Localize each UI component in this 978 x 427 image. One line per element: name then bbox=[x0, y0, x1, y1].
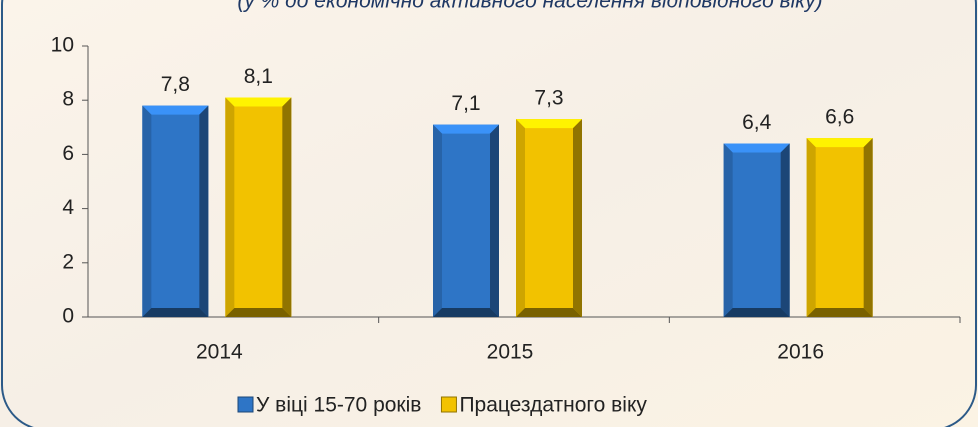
bar-face bbox=[225, 97, 292, 318]
x-tick-label: 2016 bbox=[777, 341, 824, 364]
x-tick-label: 2015 bbox=[487, 341, 534, 364]
legend-swatch bbox=[440, 396, 457, 413]
x-tick-label: 2014 bbox=[196, 341, 243, 364]
bar-face bbox=[225, 97, 235, 318]
bar bbox=[723, 143, 790, 317]
bar-face bbox=[780, 143, 790, 317]
value-label: 6,6 bbox=[825, 106, 854, 129]
bar-face bbox=[490, 124, 499, 317]
y-tick-label: 4 bbox=[62, 196, 74, 219]
bar-face bbox=[516, 119, 582, 129]
bar-face bbox=[199, 105, 209, 318]
bar-face bbox=[225, 308, 292, 317]
bar-face bbox=[723, 143, 733, 317]
bar-face bbox=[433, 308, 499, 317]
bar-face bbox=[806, 138, 873, 317]
bar-face bbox=[142, 105, 209, 115]
value-label: 7,1 bbox=[451, 92, 480, 115]
value-label: 7,8 bbox=[161, 73, 190, 96]
bar bbox=[433, 124, 499, 317]
bar-face bbox=[433, 124, 499, 134]
value-label: 7,3 bbox=[534, 87, 563, 110]
value-label: 6,4 bbox=[742, 111, 772, 134]
bar-face bbox=[516, 119, 525, 317]
bar-face bbox=[516, 119, 582, 317]
bar-face bbox=[723, 143, 790, 153]
bar bbox=[225, 97, 292, 318]
bar-face bbox=[806, 308, 873, 317]
y-tick-label: 0 bbox=[62, 305, 74, 328]
legend-label: У віці 15-70 років bbox=[256, 394, 421, 417]
bar-face bbox=[516, 308, 582, 317]
bar-face bbox=[225, 97, 292, 107]
bar-face bbox=[142, 105, 209, 318]
bar-face bbox=[433, 124, 499, 317]
bar-face bbox=[806, 138, 873, 148]
bar-face bbox=[806, 138, 816, 317]
bar bbox=[806, 138, 873, 317]
bar-face bbox=[573, 119, 582, 317]
legend-label: Працездатного віку bbox=[459, 394, 647, 417]
bar bbox=[516, 119, 582, 317]
bar-face bbox=[723, 143, 790, 317]
value-label: 8,1 bbox=[244, 65, 273, 88]
bar-face bbox=[142, 105, 152, 318]
y-tick-label: 8 bbox=[62, 88, 74, 111]
y-tick-label: 6 bbox=[62, 142, 74, 165]
chart-subtitle: (у % до економічно активного населення в… bbox=[237, 0, 822, 13]
bar bbox=[142, 105, 209, 318]
y-tick-label: 10 bbox=[51, 34, 74, 57]
bar-face bbox=[282, 97, 292, 318]
bar-face bbox=[142, 308, 209, 317]
bar-face bbox=[433, 124, 442, 317]
bar-face bbox=[863, 138, 873, 317]
legend-swatch bbox=[237, 396, 254, 413]
y-tick-label: 2 bbox=[62, 250, 74, 273]
bar-face bbox=[723, 308, 790, 317]
